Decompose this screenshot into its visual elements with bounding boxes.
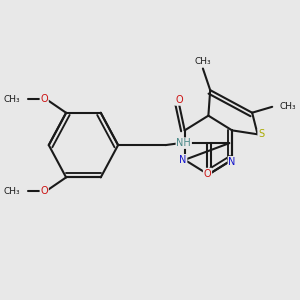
Text: O: O [40, 94, 48, 104]
Text: S: S [258, 129, 264, 139]
Text: O: O [40, 186, 48, 196]
Text: O: O [176, 95, 183, 105]
Text: CH₃: CH₃ [280, 102, 296, 111]
Text: O: O [204, 169, 211, 178]
Text: CH₃: CH₃ [4, 187, 20, 196]
Text: N: N [179, 155, 187, 165]
Text: CH₃: CH₃ [195, 57, 211, 66]
Text: CH₃: CH₃ [4, 94, 20, 103]
Text: N: N [228, 157, 236, 167]
Text: NH: NH [176, 138, 191, 148]
